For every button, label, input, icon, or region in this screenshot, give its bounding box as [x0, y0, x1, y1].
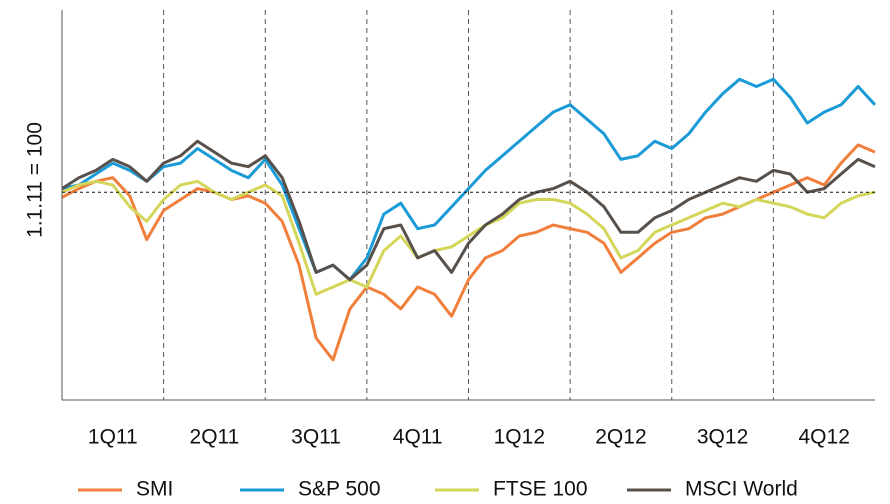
x-tick-label: 3Q12 — [697, 426, 748, 449]
series-line — [61, 179, 876, 296]
series-line — [61, 77, 877, 282]
x-tick-label: 1Q11 — [88, 426, 138, 449]
y-axis-label: 1.1.11 = 100 — [24, 122, 47, 238]
x-tick-label: 1Q12 — [494, 426, 545, 449]
legend-label: FTSE 100 — [493, 478, 588, 501]
legend-label: SMI — [136, 478, 173, 501]
x-tick-label: 3Q11 — [291, 426, 341, 449]
series-line — [61, 139, 876, 282]
legend-label: MSCI World — [685, 478, 798, 501]
x-tick-label: 2Q12 — [595, 426, 646, 449]
x-tick-label: 4Q11 — [393, 426, 443, 449]
x-tick-label: 4Q12 — [799, 426, 850, 449]
x-tick-label: 2Q11 — [190, 426, 240, 449]
legend-label: S&P 500 — [298, 478, 381, 501]
